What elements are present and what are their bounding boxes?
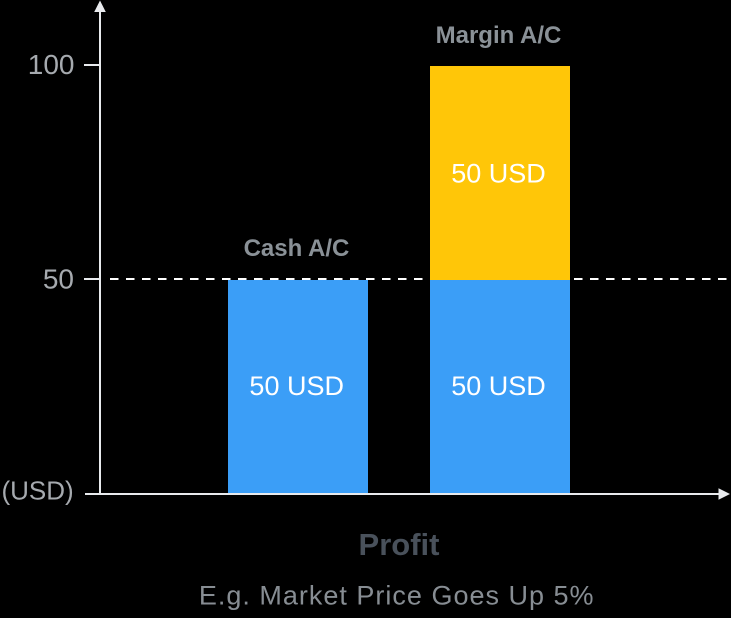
svg-text:50 USD: 50 USD (249, 371, 344, 401)
svg-text:Margin A/C: Margin A/C (436, 22, 562, 49)
svg-text:Cash A/C: Cash A/C (244, 235, 350, 262)
svg-text:E.g. Market Price Goes Up 5%: E.g. Market Price Goes Up 5% (199, 581, 595, 611)
svg-text:Profit: Profit (359, 527, 440, 562)
svg-text:(USD): (USD) (2, 476, 74, 506)
svg-text:50: 50 (43, 264, 74, 295)
svg-text:100: 100 (28, 49, 75, 80)
svg-text:50 USD: 50 USD (451, 371, 546, 401)
svg-text:50 USD: 50 USD (451, 159, 546, 189)
